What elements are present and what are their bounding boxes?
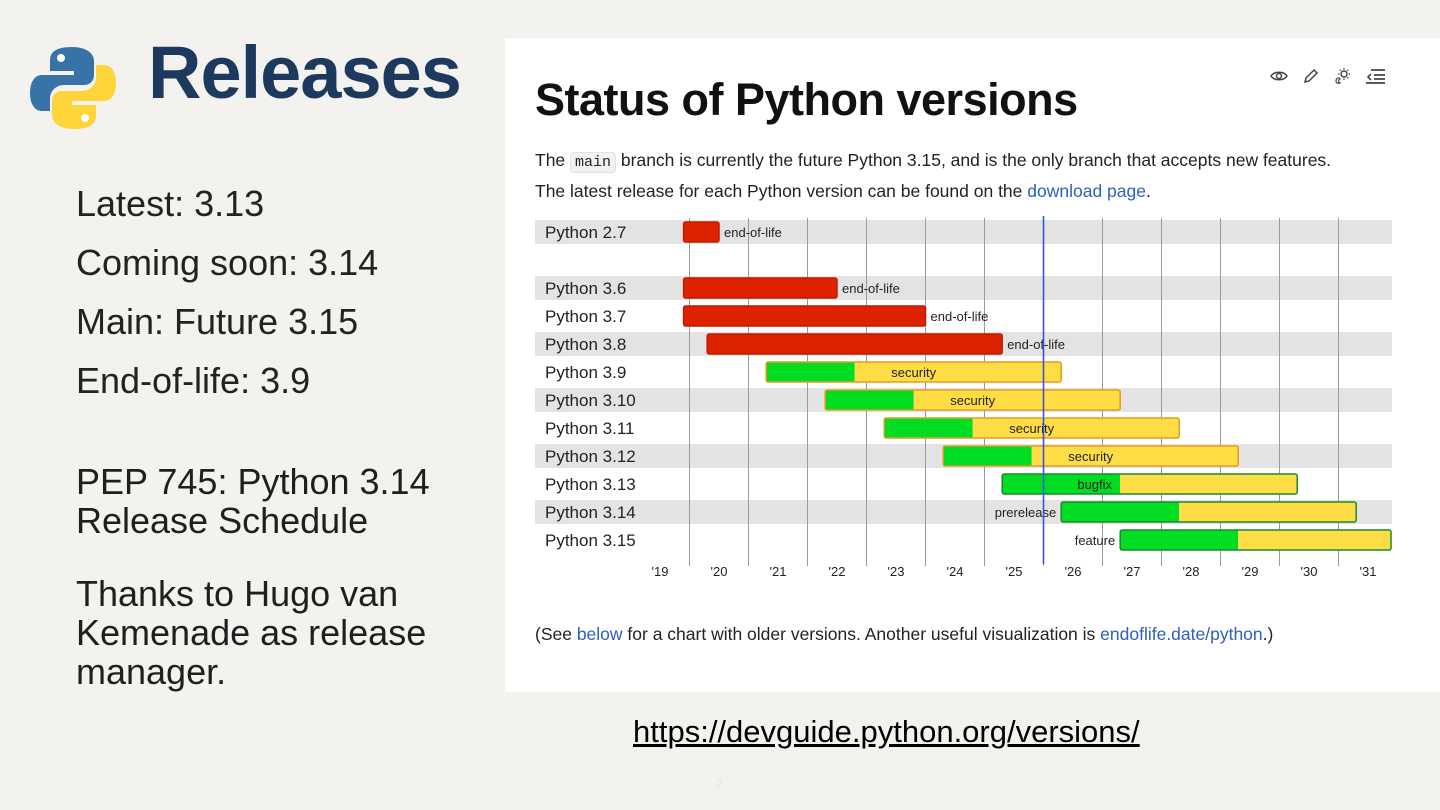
status-bar-bugfix [1002, 474, 1121, 494]
edit-icon[interactable] [1299, 64, 1323, 88]
status-text: bugfix [1077, 477, 1112, 492]
table-of-contents-icon[interactable] [1363, 64, 1387, 88]
x-tick-label: '25 [1006, 564, 1023, 579]
status-text: security [1009, 421, 1054, 436]
status-bar-end-of-life [683, 222, 719, 242]
status-bar-bugfix [943, 446, 1032, 466]
footnote-text-start: (See [535, 624, 577, 644]
version-label: Python 3.14 [545, 503, 636, 522]
version-label: Python 2.7 [545, 223, 626, 242]
python-logo-icon [30, 47, 116, 129]
slide-number: 2 [716, 776, 724, 791]
intro-paragraph: The main branch is currently the future … [535, 146, 1355, 205]
footnote-text-end: .) [1262, 624, 1274, 644]
status-bar-end-of-life [683, 306, 926, 326]
status-bar-security [913, 390, 1121, 410]
x-tick-label: '22 [829, 564, 846, 579]
version-label: Python 3.9 [545, 363, 626, 382]
main-branch-code: main [570, 152, 617, 173]
status-bar-security [1031, 446, 1239, 466]
x-tick-label: '21 [770, 564, 787, 579]
version-label: Python 3.13 [545, 475, 636, 494]
status-bar-outline [682, 277, 838, 299]
x-tick-label: '28 [1183, 564, 1200, 579]
devguide-url-link[interactable]: https://devguide.python.org/versions/ [633, 714, 1140, 749]
x-tick-label: '27 [1124, 564, 1141, 579]
row-stripe [535, 276, 1392, 300]
status-text: end-of-life [842, 281, 900, 296]
status-text: end-of-life [1007, 337, 1065, 352]
version-label: Python 3.11 [545, 419, 634, 438]
status-bar-outline [765, 361, 1062, 383]
page-title: Status of Python versions [535, 74, 1078, 125]
theme-toggle-icon[interactable] [1331, 64, 1355, 88]
version-label: Python 3.8 [545, 335, 626, 354]
release-facts: Latest: 3.13 Coming soon: 3.14 Main: Fut… [76, 186, 378, 422]
status-bar-end-of-life [707, 334, 1003, 354]
status-bar-outline [883, 417, 1180, 439]
status-bar-security [972, 418, 1180, 438]
status-bar-end-of-life [683, 278, 837, 298]
status-bar-security [1120, 474, 1298, 494]
status-bar-outline [1060, 501, 1357, 523]
status-bar-security [1179, 502, 1357, 522]
row-stripe [535, 220, 1392, 244]
fact-end-of-life: End-of-life: 3.9 [76, 360, 311, 401]
status-text: end-of-life [931, 309, 989, 324]
version-label: Python 3.15 [545, 531, 636, 550]
status-text: security [950, 393, 995, 408]
status-bar-security [854, 362, 1062, 382]
endoflife-link[interactable]: endoflife.date/python [1100, 624, 1263, 644]
status-bar-bugfix [825, 390, 914, 410]
status-bar-bugfix [766, 362, 855, 382]
status-bar-outline [706, 333, 1003, 355]
status-bar-security [1238, 530, 1391, 550]
x-tick-label: '24 [947, 564, 964, 579]
status-bar-bugfix [1061, 502, 1180, 522]
x-tick-label: '19 [652, 564, 669, 579]
status-text: prerelease [995, 505, 1056, 520]
status-bar-outline [824, 389, 1121, 411]
version-label: Python 3.10 [545, 391, 636, 410]
pep-reference: PEP 745: Python 3.14 Release Schedule [76, 461, 430, 541]
status-text: security [891, 365, 936, 380]
view-source-icon[interactable] [1267, 64, 1291, 88]
python-versions-chart: '19 '20 '21 '22 '23 '24 '25 '26 '27 '28 '29 '30 '31 P… [535, 216, 1392, 579]
devguide-screenshot: Status of Python versions The main branc… [505, 38, 1440, 692]
x-tick-label: '23 [888, 564, 905, 579]
status-bar-outline [942, 445, 1239, 467]
x-tick-label: '26 [1065, 564, 1082, 579]
status-text: end-of-life [724, 225, 782, 240]
thanks-note: Thanks to Hugo van Kemenade as release m… [76, 573, 427, 692]
footnote-text-middle: for a chart with older versions. Another… [622, 624, 1101, 644]
x-tick-label: '20 [711, 564, 728, 579]
status-bar-outline [682, 221, 720, 243]
footnote-paragraph: (See below for a chart with older versio… [535, 624, 1273, 645]
status-bar-bugfix [884, 418, 973, 438]
fact-main: Main: Future 3.15 [76, 301, 359, 342]
fact-latest: Latest: 3.13 [76, 183, 265, 224]
x-tick-label: '30 [1301, 564, 1318, 579]
version-label: Python 3.7 [545, 307, 626, 326]
status-text: feature [1075, 533, 1115, 548]
status-bar-bugfix [1120, 530, 1239, 550]
x-tick-label: '29 [1242, 564, 1259, 579]
status-bar-outline [682, 305, 927, 327]
status-bar-outline [1119, 529, 1392, 551]
x-tick-label: '31 [1360, 564, 1377, 579]
version-label: Python 3.6 [545, 279, 626, 298]
slide-title: Releases [148, 31, 462, 114]
below-link[interactable]: below [576, 624, 623, 644]
version-label: Python 3.12 [545, 447, 636, 466]
intro-text-start: The [535, 150, 571, 170]
intro-text-middle: branch is currently the future Python 3.… [535, 150, 1332, 201]
download-page-link[interactable]: download page [1027, 181, 1146, 201]
intro-text-end: . [1145, 181, 1151, 201]
fact-coming-soon: Coming soon: 3.14 [76, 242, 379, 283]
status-text: security [1068, 449, 1113, 464]
page-toolbar [1267, 64, 1387, 88]
status-bar-outline [1001, 473, 1298, 495]
